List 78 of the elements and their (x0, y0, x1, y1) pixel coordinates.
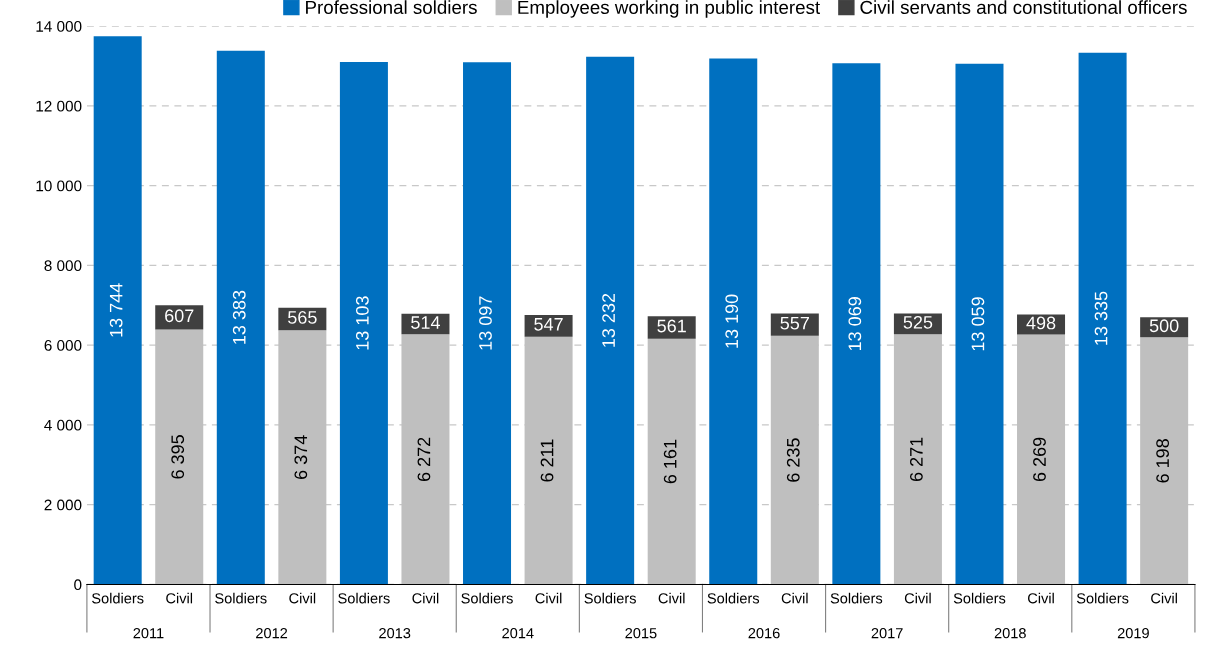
text: 2016 (748, 628, 780, 639)
x-tick-label: Civil (1151, 592, 1177, 604)
x-tick-label: Civil (166, 592, 193, 604)
data-label: 13 190 (725, 294, 739, 348)
x-tick-label: Soldiers (707, 592, 760, 604)
bar (216, 50, 265, 585)
text: 2018 (994, 628, 1026, 639)
x-tick-label: Civil (412, 592, 439, 604)
data-label: 525 (903, 315, 933, 329)
data-label: 6 272 (417, 437, 431, 482)
text: 2015 (625, 628, 657, 639)
x-tick-label: Civil (658, 592, 685, 604)
data-label: 6 161 (663, 439, 677, 484)
data-label: 607 (165, 309, 194, 323)
x-tick-label: Civil (535, 592, 562, 604)
y-tick-label: 8 000 (44, 260, 82, 272)
x-tick-label: Civil (289, 592, 316, 604)
data-label: 561 (657, 319, 686, 333)
bar (524, 314, 573, 337)
data-label: 13 383 (232, 290, 246, 344)
y-tick-label: 14 000 (36, 20, 82, 32)
data-label: 6 395 (171, 435, 185, 479)
text: 2011 (133, 628, 164, 639)
data-label: 6 374 (294, 435, 308, 480)
data-label: 514 (411, 316, 440, 329)
bar (339, 61, 388, 585)
data-label: 6 235 (786, 438, 800, 482)
y-tick-label: 2 000 (44, 499, 82, 511)
x-tick-label: Soldiers (461, 592, 513, 604)
legend-label: Civil servants and constitutional officers (860, 0, 1187, 14)
data-label: 13 744 (109, 283, 123, 337)
text: 2014 (502, 628, 534, 639)
legend-label: Professional soldiers (306, 0, 477, 14)
data-label: 6 211 (540, 439, 554, 482)
y-tick-label: 6 000 (44, 340, 82, 351)
y-tick-label: 4 000 (44, 419, 82, 431)
x-tick-label: Civil (904, 592, 931, 604)
x-tick-label: Soldiers (92, 592, 144, 604)
bar (1078, 52, 1127, 585)
x-tick-label: Soldiers (338, 592, 390, 604)
y-tick-label: 10 000 (36, 180, 82, 192)
bar (586, 56, 635, 585)
data-label: 565 (288, 311, 317, 324)
bar (463, 62, 512, 585)
data-label: 6 269 (1033, 437, 1046, 482)
data-label: 6 271 (909, 437, 923, 482)
x-tick-label: Soldiers (584, 592, 636, 604)
bar (709, 58, 758, 585)
data-label: 13 335 (1094, 291, 1108, 345)
x-tick-label: Civil (1028, 592, 1054, 604)
y-tick-label: 12 000 (36, 100, 82, 112)
x-tick-label: Soldiers (953, 592, 1006, 604)
bar (647, 316, 696, 339)
text: 2019 (1117, 628, 1149, 639)
x-tick-label: Soldiers (215, 592, 267, 604)
legend-label: Employees working in public interest (518, 0, 821, 18)
data-label: 13 232 (602, 293, 615, 347)
data-label: 13 103 (355, 296, 369, 350)
bar (770, 335, 819, 585)
data-label: 547 (534, 318, 563, 331)
data-label: 500 (1149, 319, 1179, 333)
text: 2017 (871, 628, 903, 639)
bar (832, 63, 881, 585)
x-tick-label: Soldiers (830, 592, 883, 604)
data-label: 13 059 (971, 297, 985, 351)
bar (647, 338, 696, 585)
data-label: 13 069 (848, 297, 862, 351)
text: 2012 (256, 628, 288, 639)
data-label: 498 (1026, 316, 1056, 330)
data-label: 6 198 (1156, 439, 1169, 483)
y-tick-label: 0 (74, 579, 82, 591)
text: 2013 (379, 628, 411, 639)
data-label: 13 097 (479, 296, 492, 350)
bar (93, 36, 142, 585)
x-tick-label: Civil (781, 592, 808, 604)
x-tick-label: Soldiers (1076, 592, 1129, 604)
bar (955, 63, 1004, 585)
data-label: 557 (780, 316, 809, 330)
